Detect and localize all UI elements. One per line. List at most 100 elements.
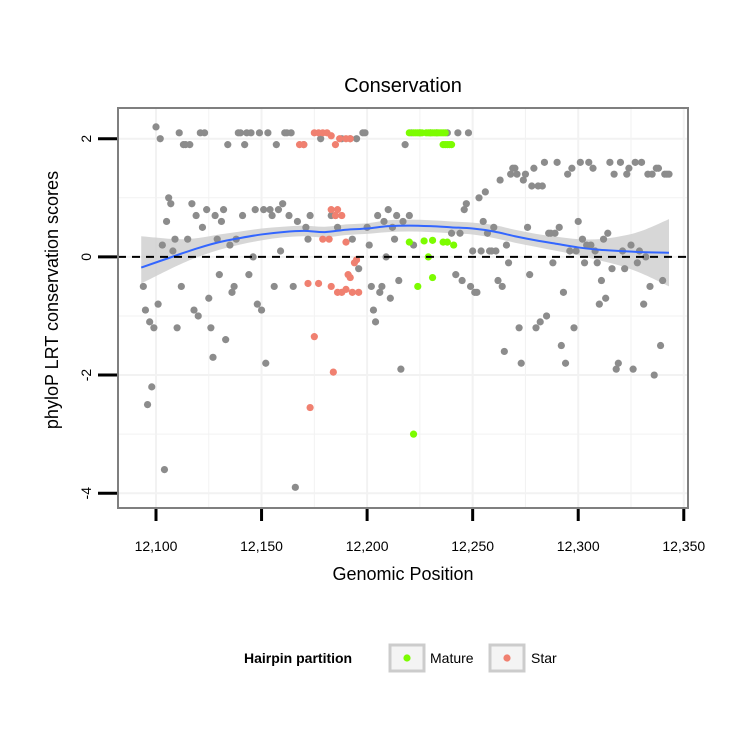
mature-point xyxy=(447,141,456,149)
other-point xyxy=(646,282,654,291)
other-point xyxy=(143,401,152,409)
other-point xyxy=(549,259,557,267)
other-point xyxy=(650,371,658,379)
other-point xyxy=(274,206,283,214)
other-point xyxy=(578,235,587,243)
other-point xyxy=(496,176,504,184)
other-point xyxy=(148,383,156,391)
other-point xyxy=(597,276,606,285)
other-point xyxy=(399,217,407,226)
other-point xyxy=(262,359,270,367)
other-point xyxy=(175,129,183,137)
other-point xyxy=(302,223,310,231)
other-point xyxy=(504,259,513,267)
other-point xyxy=(141,306,150,314)
star-point xyxy=(336,135,344,143)
other-point xyxy=(165,194,173,202)
other-point xyxy=(306,211,314,220)
other-point xyxy=(553,158,561,166)
mature-point xyxy=(420,237,428,245)
other-point xyxy=(515,324,523,332)
other-point xyxy=(614,359,622,367)
other-point xyxy=(570,324,578,332)
star-point xyxy=(304,279,312,288)
star-point xyxy=(329,368,337,376)
other-point xyxy=(184,235,192,243)
other-point xyxy=(317,135,325,143)
x-tick-label: 12,300 xyxy=(557,538,600,554)
other-point xyxy=(561,359,570,367)
other-point xyxy=(224,141,232,149)
other-point xyxy=(452,271,460,279)
grid-lines xyxy=(118,108,688,508)
other-point xyxy=(247,129,255,137)
other-point xyxy=(612,365,620,373)
x-axis-label: Genomic Position xyxy=(332,564,473,584)
other-point xyxy=(291,483,299,491)
x-axis: 12,100 12,150 12,200 12,250 12,300 12,350 xyxy=(135,509,705,554)
other-point xyxy=(169,247,177,255)
other-point xyxy=(249,253,257,261)
y-axis-label: phyloP LRT conservation scores xyxy=(42,171,62,429)
other-point xyxy=(585,158,593,166)
legend-star-dot xyxy=(503,654,511,662)
other-point xyxy=(219,206,228,214)
other-point xyxy=(511,164,519,172)
star-point xyxy=(319,235,327,243)
other-point xyxy=(498,282,506,291)
mature-point xyxy=(443,238,451,246)
other-point xyxy=(304,235,312,243)
other-point xyxy=(502,241,511,249)
smooth-line xyxy=(140,224,670,269)
other-point xyxy=(475,194,483,202)
mature-point xyxy=(450,241,458,249)
other-point xyxy=(517,359,525,367)
other-point xyxy=(532,324,540,332)
other-point xyxy=(557,341,565,350)
other-point xyxy=(198,223,207,231)
other-point xyxy=(589,164,597,172)
other-point xyxy=(211,211,219,220)
other-point xyxy=(162,217,171,226)
other-point xyxy=(222,336,230,344)
other-point xyxy=(260,206,268,214)
other-point xyxy=(158,241,166,249)
other-point xyxy=(217,217,226,226)
star-point xyxy=(327,282,335,291)
other-point xyxy=(460,206,468,214)
other-point xyxy=(572,247,580,255)
plot-panel xyxy=(118,108,688,508)
other-point xyxy=(238,211,247,220)
other-point xyxy=(289,282,297,291)
other-point xyxy=(519,176,527,184)
other-point xyxy=(139,282,147,291)
other-point xyxy=(226,241,234,249)
legend-label-mature: Mature xyxy=(430,650,474,666)
other-point xyxy=(466,282,475,291)
other-point xyxy=(200,129,209,137)
other-point xyxy=(606,158,614,166)
other-point xyxy=(215,271,223,279)
other-point xyxy=(268,211,276,220)
star-point xyxy=(300,141,308,149)
y-tick-label: 2 xyxy=(78,135,94,143)
other-point xyxy=(631,158,639,166)
other-point xyxy=(623,170,631,178)
star-point xyxy=(338,211,346,220)
other-point xyxy=(542,312,551,320)
other-point xyxy=(456,229,464,237)
other-point xyxy=(648,170,656,178)
other-point xyxy=(264,129,272,137)
other-point xyxy=(654,164,663,172)
confidence-band xyxy=(141,219,669,287)
other-point xyxy=(376,288,384,296)
other-point xyxy=(236,129,245,137)
other-point xyxy=(173,324,181,332)
other-point xyxy=(355,265,363,273)
mature-point xyxy=(428,273,437,282)
other-point xyxy=(365,241,373,249)
other-point xyxy=(205,294,213,302)
legend-title: Hairpin partition xyxy=(244,650,352,666)
star-point xyxy=(352,256,361,264)
